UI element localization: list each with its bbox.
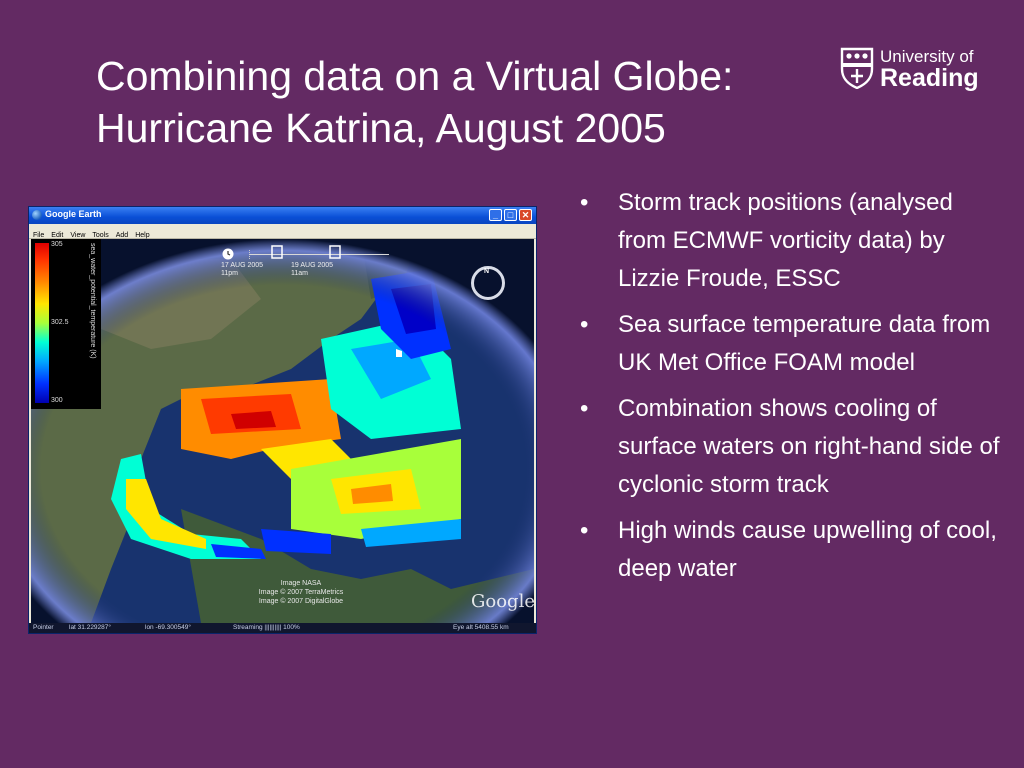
window-title: Google Earth xyxy=(45,209,102,219)
menu-tools[interactable]: Tools xyxy=(92,232,109,239)
legend-min: 300 xyxy=(51,397,63,404)
bullet-dot: • xyxy=(580,395,589,422)
credit-line2: Image © 2007 TerraMetrics xyxy=(258,589,344,596)
menu-file[interactable]: File xyxy=(33,232,45,239)
slider-handle-end-icon[interactable] xyxy=(329,244,341,260)
status-lat: lat 31.229287° xyxy=(69,624,111,631)
menu-view[interactable]: View xyxy=(70,232,86,239)
bullet-list: • Storm track positions (analysed from EC… xyxy=(576,184,1006,596)
bullet-item: • Storm track positions (analysed from EC… xyxy=(576,184,1006,298)
window-titlebar: Google Earth _ □ ✕ xyxy=(29,207,536,224)
bullet-dot: • xyxy=(580,311,589,338)
bullet-text: High winds cause upwelling of cool, deep… xyxy=(618,517,997,582)
status-pointer: Pointer xyxy=(33,624,54,631)
status-lon: lon -69.300549° xyxy=(145,624,191,631)
google-earth-icon xyxy=(32,210,42,220)
logo-line2: Reading xyxy=(880,64,979,92)
color-legend: 305 302.5 300 sea_water_potential_temper… xyxy=(31,239,101,409)
legend-mid: 302.5 xyxy=(51,319,69,326)
time-start-time: 11pm xyxy=(221,270,238,277)
navigation-compass[interactable]: N xyxy=(471,266,505,300)
legend-colorbar xyxy=(35,243,49,403)
legend-label: sea_water_potential_temperature (K) xyxy=(89,243,96,359)
status-streaming: Streaming |||||||||| 100% xyxy=(233,624,300,631)
time-end-time: 11am xyxy=(291,270,308,277)
bullet-text: Storm track positions (analysed from ECM… xyxy=(618,189,953,292)
bullet-item: • Combination shows cooling of surface wa… xyxy=(576,390,1006,504)
status-eye-alt: Eye alt 5408.55 km xyxy=(453,624,509,631)
slider-handle-start-icon[interactable] xyxy=(271,244,283,260)
clock-icon[interactable] xyxy=(221,247,235,261)
logo-line1: University of xyxy=(880,47,974,66)
bullet-item: • Sea surface temperature data from UK Me… xyxy=(576,306,1006,382)
university-logo: University of Reading xyxy=(840,47,980,95)
credit-line3: Image © 2007 DigitalGlobe xyxy=(258,598,344,605)
legend-max: 305 xyxy=(51,241,63,248)
globe-view[interactable]: 305 302.5 300 sea_water_potential_temper… xyxy=(31,239,534,623)
bullet-text: Combination shows cooling of surface wat… xyxy=(618,395,1000,498)
menu-edit[interactable]: Edit xyxy=(51,232,64,239)
credit-line1: Image NASA xyxy=(280,580,322,587)
google-logo: Google xyxy=(471,591,534,612)
menu-help[interactable]: Help xyxy=(135,232,150,239)
bullet-dot: • xyxy=(580,189,589,216)
slide-title-line1: Combining data on a Virtual Globe: xyxy=(96,53,734,99)
globe-image xyxy=(31,239,534,623)
status-bar: Pointer lat 31.229287° lon -69.300549° S… xyxy=(29,623,536,633)
crest-icon xyxy=(840,47,874,89)
time-slider[interactable]: 17 AUG 2005 11pm 19 AUG 2005 11am xyxy=(221,244,396,284)
image-credits: Image NASA Image © 2007 TerraMetrics Ima… xyxy=(251,579,351,606)
bullet-item: • High winds cause upwelling of cool, dee… xyxy=(576,512,1006,588)
menu-add[interactable]: Add xyxy=(115,232,129,239)
maximize-button[interactable]: □ xyxy=(504,209,517,221)
time-end-date: 19 AUG 2005 xyxy=(291,262,334,269)
bullet-text: Sea surface temperature data from UK Met… xyxy=(618,311,991,376)
close-button[interactable]: ✕ xyxy=(519,209,532,221)
time-start-date: 17 AUG 2005 xyxy=(221,262,264,269)
slide-title: Combining data on a Virtual Globe: Hurri… xyxy=(96,50,816,154)
north-indicator: N xyxy=(484,268,490,275)
google-earth-screenshot: Google Earth _ □ ✕ File Edit View Tools Add H… xyxy=(28,206,537,634)
slide-title-line2: Hurricane Katrina, August 2005 xyxy=(96,105,666,151)
minimize-button[interactable]: _ xyxy=(489,209,502,221)
bullet-dot: • xyxy=(580,517,589,544)
menu-bar: File Edit View Tools Add Help xyxy=(29,224,536,239)
time-slider-track[interactable] xyxy=(249,254,389,255)
